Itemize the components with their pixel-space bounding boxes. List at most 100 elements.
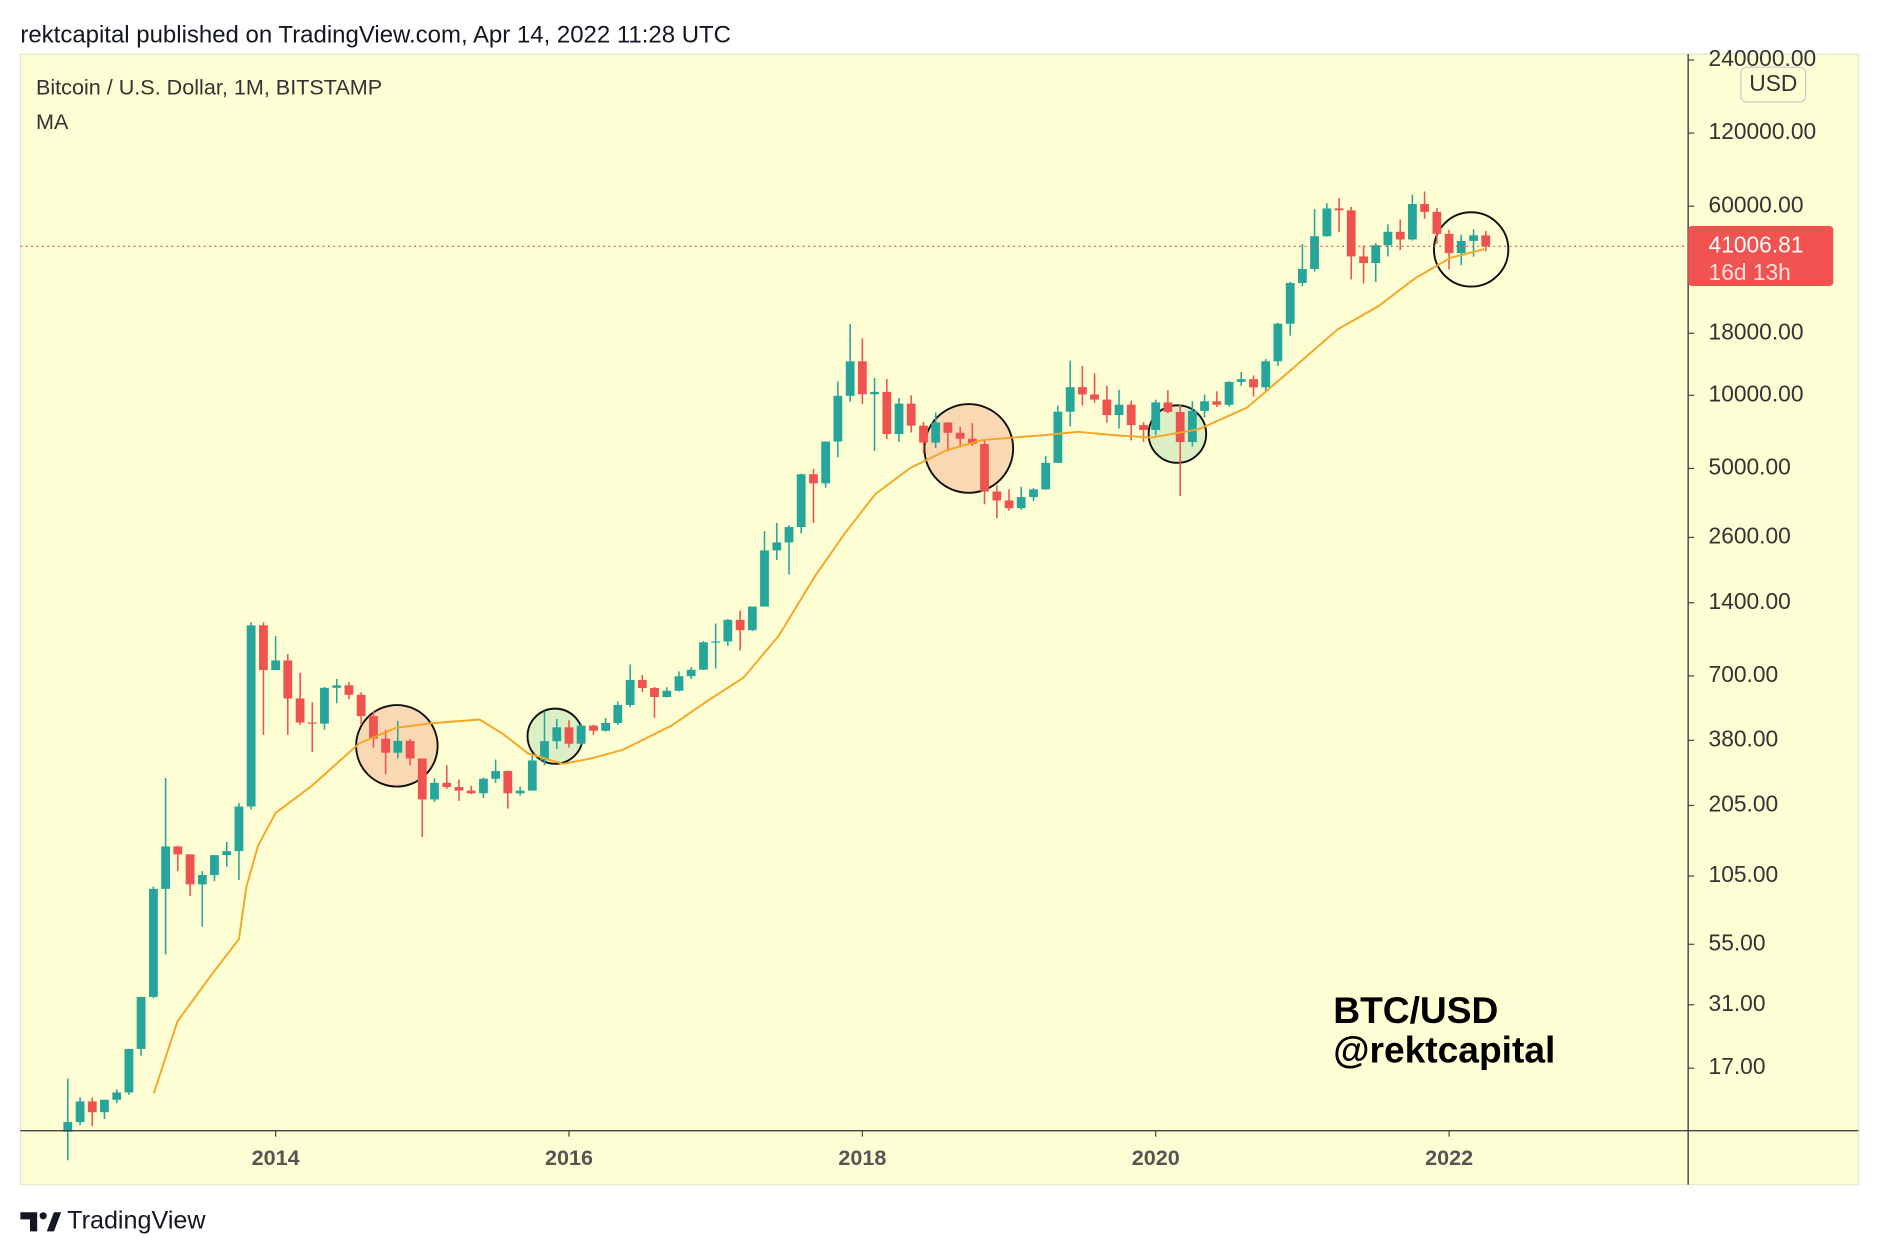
y-tick-label: 380.00 [1709,725,1779,751]
candle-body [784,527,794,543]
candle-body [271,660,281,671]
candle-body [1187,410,1197,443]
candle-body [161,846,170,889]
candle-body [980,444,989,492]
logo-mark [46,1212,62,1232]
candle-body [1383,231,1393,246]
candle-body [625,680,635,706]
candle-body [307,722,317,724]
candle-body [760,550,769,607]
candle-body [540,741,549,761]
candle-body [1053,411,1063,463]
candle-body [1261,361,1271,388]
candle-body [197,875,207,885]
logo-mark [20,1212,38,1232]
candle-body [1004,500,1014,509]
last-price-label: 41006.81 [1709,231,1804,257]
y-tick-label: 5000.00 [1709,453,1791,479]
candle-body [515,790,525,794]
candle-body [1126,404,1136,426]
y-tick-label: 1400.00 [1709,588,1791,614]
candle-body [417,758,427,800]
y-tick-label: 17.00 [1709,1053,1766,1079]
candle-body [650,688,659,697]
candle-body [344,685,354,695]
x-tick-label: 2020 [1132,1145,1180,1170]
candle-body [430,782,439,800]
y-tick-label: 31.00 [1709,990,1766,1016]
candle-body [870,391,879,395]
candle-body [1077,387,1087,395]
candle-body [466,790,476,794]
candle-body [173,846,183,855]
candle-body [1236,379,1246,382]
candle-body [1420,203,1429,212]
candle-body [906,403,916,426]
y-tick-label: 120000.00 [1709,118,1817,144]
candle-body [576,725,586,744]
candle-body [1334,208,1344,211]
tradingview-logo [20,1212,62,1232]
candle-body [686,669,696,677]
candle-body [442,782,452,788]
y-tick-label: 10000.00 [1709,380,1804,406]
candle-body [723,619,733,642]
candle-body [589,725,598,731]
candle-body [1285,282,1295,324]
candle-body [1395,231,1405,240]
candle-body [1041,462,1051,490]
candle-body [1371,245,1381,263]
candle-body [381,738,391,753]
y-tick-label: 700.00 [1709,661,1779,687]
candle-body [454,787,464,791]
candle-body [136,996,146,1049]
candle-body [1273,323,1283,362]
candle-body [882,391,892,435]
candle-body [955,432,965,439]
candle-body [295,698,305,723]
candle-body [735,619,745,631]
candle-body [149,888,158,997]
candle-body [1469,235,1478,241]
candle-body [1029,489,1038,498]
circle-annotation [923,403,1015,494]
candle-body [601,722,611,731]
last-price-box [1688,226,1834,286]
candle-body [1407,203,1417,240]
candle-body [1139,425,1148,430]
candle-body [124,1048,134,1093]
watermark: @rektcapital [1333,1029,1555,1071]
candle-body [1249,379,1258,388]
candle-body [1322,208,1332,237]
candle-body [234,806,244,852]
circle-annotation [1433,211,1510,288]
candle-body [699,642,708,670]
candle-body [405,740,415,759]
candle-body [75,1101,85,1123]
ma-line [152,248,1485,1094]
candle-body [809,474,818,484]
candle-body [833,395,843,442]
candle-body [259,625,268,671]
candle-body [527,760,537,791]
x-tick-label: 2014 [252,1145,300,1170]
legend-ma: MA [36,109,69,134]
candle-body [87,1101,97,1113]
candle-body [931,422,941,443]
candle-body [857,361,867,395]
candle-body [637,680,647,689]
plot-area [20,191,1689,1161]
y-tick-label: 18000.00 [1709,318,1804,344]
candle-body [1224,381,1234,405]
y-tick-label: 105.00 [1709,861,1779,887]
candle-body [1297,268,1307,283]
candle-body [992,491,1002,501]
footer: TradingView [67,1206,206,1234]
candle-body [1200,401,1209,411]
x-tick-label: 2016 [545,1145,593,1170]
candle-body [1346,210,1356,257]
chart-frame [19,53,1860,1186]
candle-body [320,687,329,724]
candle-body [674,676,684,691]
